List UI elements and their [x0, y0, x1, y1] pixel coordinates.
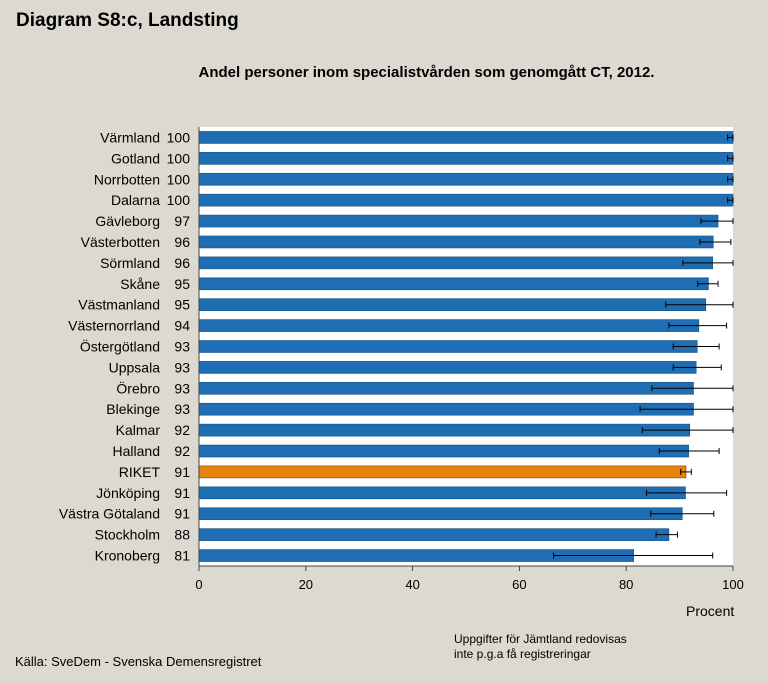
category-label-kalmar: Kalmar [116, 422, 161, 438]
bar-skåne [198, 277, 709, 291]
value-label-sörmland: 96 [174, 255, 190, 271]
bar-örebro [198, 382, 694, 395]
value-label-västernorrland: 94 [174, 318, 190, 334]
value-label-riket: 91 [174, 464, 190, 480]
bar-kalmar [198, 423, 691, 437]
x-axis-label: Procent [686, 603, 735, 619]
category-label-västernorrland: Västernorrland [68, 318, 160, 334]
x-tick-label-0: 0 [195, 577, 202, 592]
category-label-norrbotten: Norrbotten [94, 171, 160, 187]
category-label-västerbotten: Västerbotten [81, 234, 160, 250]
value-label-halland: 92 [174, 443, 190, 459]
bar-västernorrland [198, 319, 700, 332]
bar-norrbotten [198, 172, 734, 186]
value-label-västra-götaland: 91 [174, 506, 190, 522]
value-label-västerbotten: 96 [174, 234, 190, 250]
value-label-blekinge: 93 [174, 401, 190, 417]
category-label-värmland: Värmland [100, 129, 160, 145]
category-label-sörmland: Sörmland [100, 255, 160, 271]
value-label-uppsala: 93 [174, 359, 190, 375]
bar-västmanland [198, 298, 707, 311]
bar-västra-götaland [198, 507, 683, 521]
bar-blekinge [198, 402, 694, 416]
value-label-värmland: 100 [167, 129, 191, 145]
value-label-örebro: 93 [174, 380, 190, 396]
value-label-kronoberg: 81 [174, 548, 190, 564]
value-label-dalarna: 100 [167, 192, 191, 208]
bar-uppsala [198, 361, 697, 374]
category-label-västra-götaland: Västra Götaland [59, 506, 160, 522]
bar-riket [198, 465, 687, 479]
footnote-line-2: inte p.g.a få registreringar [454, 647, 591, 661]
category-label-västmanland: Västmanland [78, 297, 160, 313]
category-label-riket: RIKET [119, 464, 161, 480]
category-label-kronoberg: Kronoberg [95, 548, 160, 564]
bar-halland [198, 444, 689, 458]
x-tick-label-100: 100 [722, 577, 744, 592]
category-label-gävleborg: Gävleborg [95, 213, 160, 229]
footnote-line-1: Uppgifter för Jämtland redovisas [454, 632, 627, 646]
value-label-stockholm: 88 [174, 527, 190, 543]
value-label-östergötland: 93 [174, 339, 190, 355]
category-label-blekinge: Blekinge [106, 401, 160, 417]
category-label-gotland: Gotland [111, 150, 160, 166]
category-label-skåne: Skåne [120, 276, 160, 292]
category-label-stockholm: Stockholm [95, 527, 160, 543]
bar-gävleborg [198, 214, 719, 228]
value-label-gotland: 100 [167, 150, 191, 166]
category-label-uppsala: Uppsala [109, 359, 161, 375]
bar-gotland [198, 152, 734, 165]
x-tick-label-20: 20 [299, 577, 313, 592]
value-label-jönköping: 91 [174, 485, 190, 501]
bar-östergötland [198, 340, 698, 353]
chart-subtitle: Andel personer inom specialistvården som… [198, 64, 655, 81]
x-tick-label-60: 60 [512, 577, 526, 592]
bar-sörmland [198, 256, 714, 270]
footnote: Uppgifter för Jämtland redovisas inte p.… [454, 632, 694, 662]
bar-jönköping [198, 486, 686, 500]
value-label-gävleborg: 97 [174, 213, 190, 229]
category-label-örebro: Örebro [116, 379, 160, 396]
bar-stockholm [198, 528, 670, 541]
bar-värmland [198, 131, 734, 144]
category-label-dalarna: Dalarna [111, 192, 160, 208]
category-label-halland: Halland [113, 443, 160, 459]
x-tick-label-40: 40 [405, 577, 419, 592]
value-label-kalmar: 92 [174, 422, 190, 438]
chart-title: Diagram S8:c, Landsting [16, 10, 239, 31]
bar-dalarna [198, 193, 734, 207]
category-label-jönköping: Jönköping [96, 485, 160, 501]
category-label-östergötland: Östergötland [80, 338, 160, 355]
value-label-skåne: 95 [174, 276, 190, 292]
x-tick-label-80: 80 [619, 577, 633, 592]
source-note: Källa: SveDem - Svenska Demensregistret [15, 654, 262, 669]
value-label-västmanland: 95 [174, 297, 190, 313]
bar-västerbotten [198, 235, 714, 249]
value-label-norrbotten: 100 [167, 171, 191, 187]
